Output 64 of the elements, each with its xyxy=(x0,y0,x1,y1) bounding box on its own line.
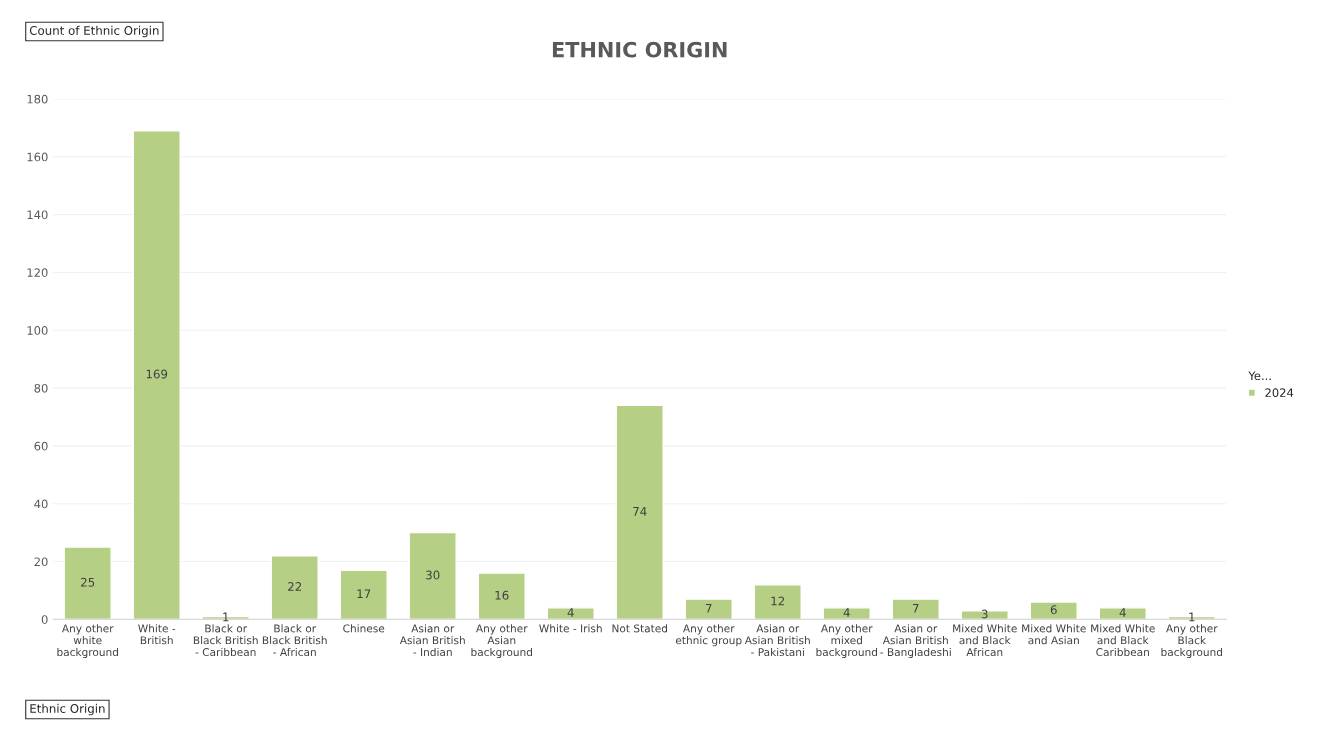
data-label: 169 xyxy=(146,369,168,379)
data-label: 22 xyxy=(288,582,302,591)
bar xyxy=(753,583,802,620)
data-label: 1 xyxy=(223,612,229,622)
bar xyxy=(615,404,664,620)
data-label: 74 xyxy=(633,507,647,516)
bar xyxy=(684,598,733,620)
x-tick-label: Any other mixed background xyxy=(816,624,877,659)
y-tick-label: 160 xyxy=(27,152,48,162)
bar xyxy=(546,607,595,620)
bar xyxy=(822,607,871,620)
x-tick-label: Not Stated xyxy=(612,624,668,633)
x-tick-label: Asian or Asian British - Indian xyxy=(399,624,465,657)
x-tick-label: Any other white background xyxy=(57,624,118,659)
data-label: 16 xyxy=(495,590,509,600)
bar xyxy=(339,569,388,620)
data-label: 4 xyxy=(843,608,850,617)
data-label: 4 xyxy=(1119,608,1126,617)
x-tick-label: White - Irish xyxy=(539,624,602,633)
x-tick-label: White - British xyxy=(138,624,176,645)
data-label: 6 xyxy=(1050,605,1057,615)
data-label: 7 xyxy=(705,603,712,613)
x-tick-label: Any other ethnic group xyxy=(675,624,742,647)
legend-title: Ye... xyxy=(1248,371,1271,381)
bar xyxy=(960,610,1009,620)
y-tick-label: 180 xyxy=(27,94,48,104)
x-axis-title: Ethnic Origin xyxy=(30,703,105,716)
bar xyxy=(63,546,112,620)
bar xyxy=(132,130,181,620)
data-label: 17 xyxy=(357,589,371,599)
data-label: 7 xyxy=(912,603,919,613)
x-tick-label: Black or Black British - African xyxy=(262,624,327,657)
legend-label: 2024 xyxy=(1265,388,1294,397)
data-label: 30 xyxy=(426,570,440,580)
x-tick-label: Mixed White and Black African xyxy=(953,624,1017,657)
text: Count of Ethnic Origin xyxy=(29,25,159,38)
x-tick-label: Any other Asian background xyxy=(471,624,532,659)
data-label: 1 xyxy=(1189,612,1195,622)
x-tick-label: Mixed White and Black Caribbean xyxy=(1091,624,1155,657)
x-tick-label: Asian or Asian British - Bangladeshi xyxy=(880,624,951,659)
y-tick-label: 60 xyxy=(34,441,48,451)
y-tick-label: 120 xyxy=(27,268,48,277)
data-label: 12 xyxy=(771,596,785,606)
bar xyxy=(1029,601,1078,620)
x-tick-label: Any other Black background xyxy=(1161,624,1223,659)
y-tick-label: 20 xyxy=(34,557,48,567)
data-label: 25 xyxy=(81,577,95,587)
y-tick-label: 140 xyxy=(27,210,48,220)
x-tick-label: Chinese xyxy=(343,624,385,633)
data-label: 3 xyxy=(981,609,988,619)
data-label: 4 xyxy=(567,608,574,617)
x-tick-label: Asian or Asian British - Pakistani xyxy=(744,624,810,657)
bar xyxy=(477,572,526,620)
x-tick-label: Mixed White and Asian xyxy=(1022,624,1086,645)
y-tick-label: 100 xyxy=(27,326,48,335)
bar xyxy=(891,598,940,620)
y-tick-label: 0 xyxy=(41,615,48,624)
y-tick-label: 40 xyxy=(34,499,48,509)
bar xyxy=(270,555,319,620)
bar xyxy=(408,531,457,620)
x-tick-label: Black or Black British - Caribbean xyxy=(193,624,258,657)
chart-title: ETHNIC ORIGIN xyxy=(552,41,727,58)
y-tick-label: 80 xyxy=(34,383,48,393)
bar xyxy=(1098,607,1147,620)
